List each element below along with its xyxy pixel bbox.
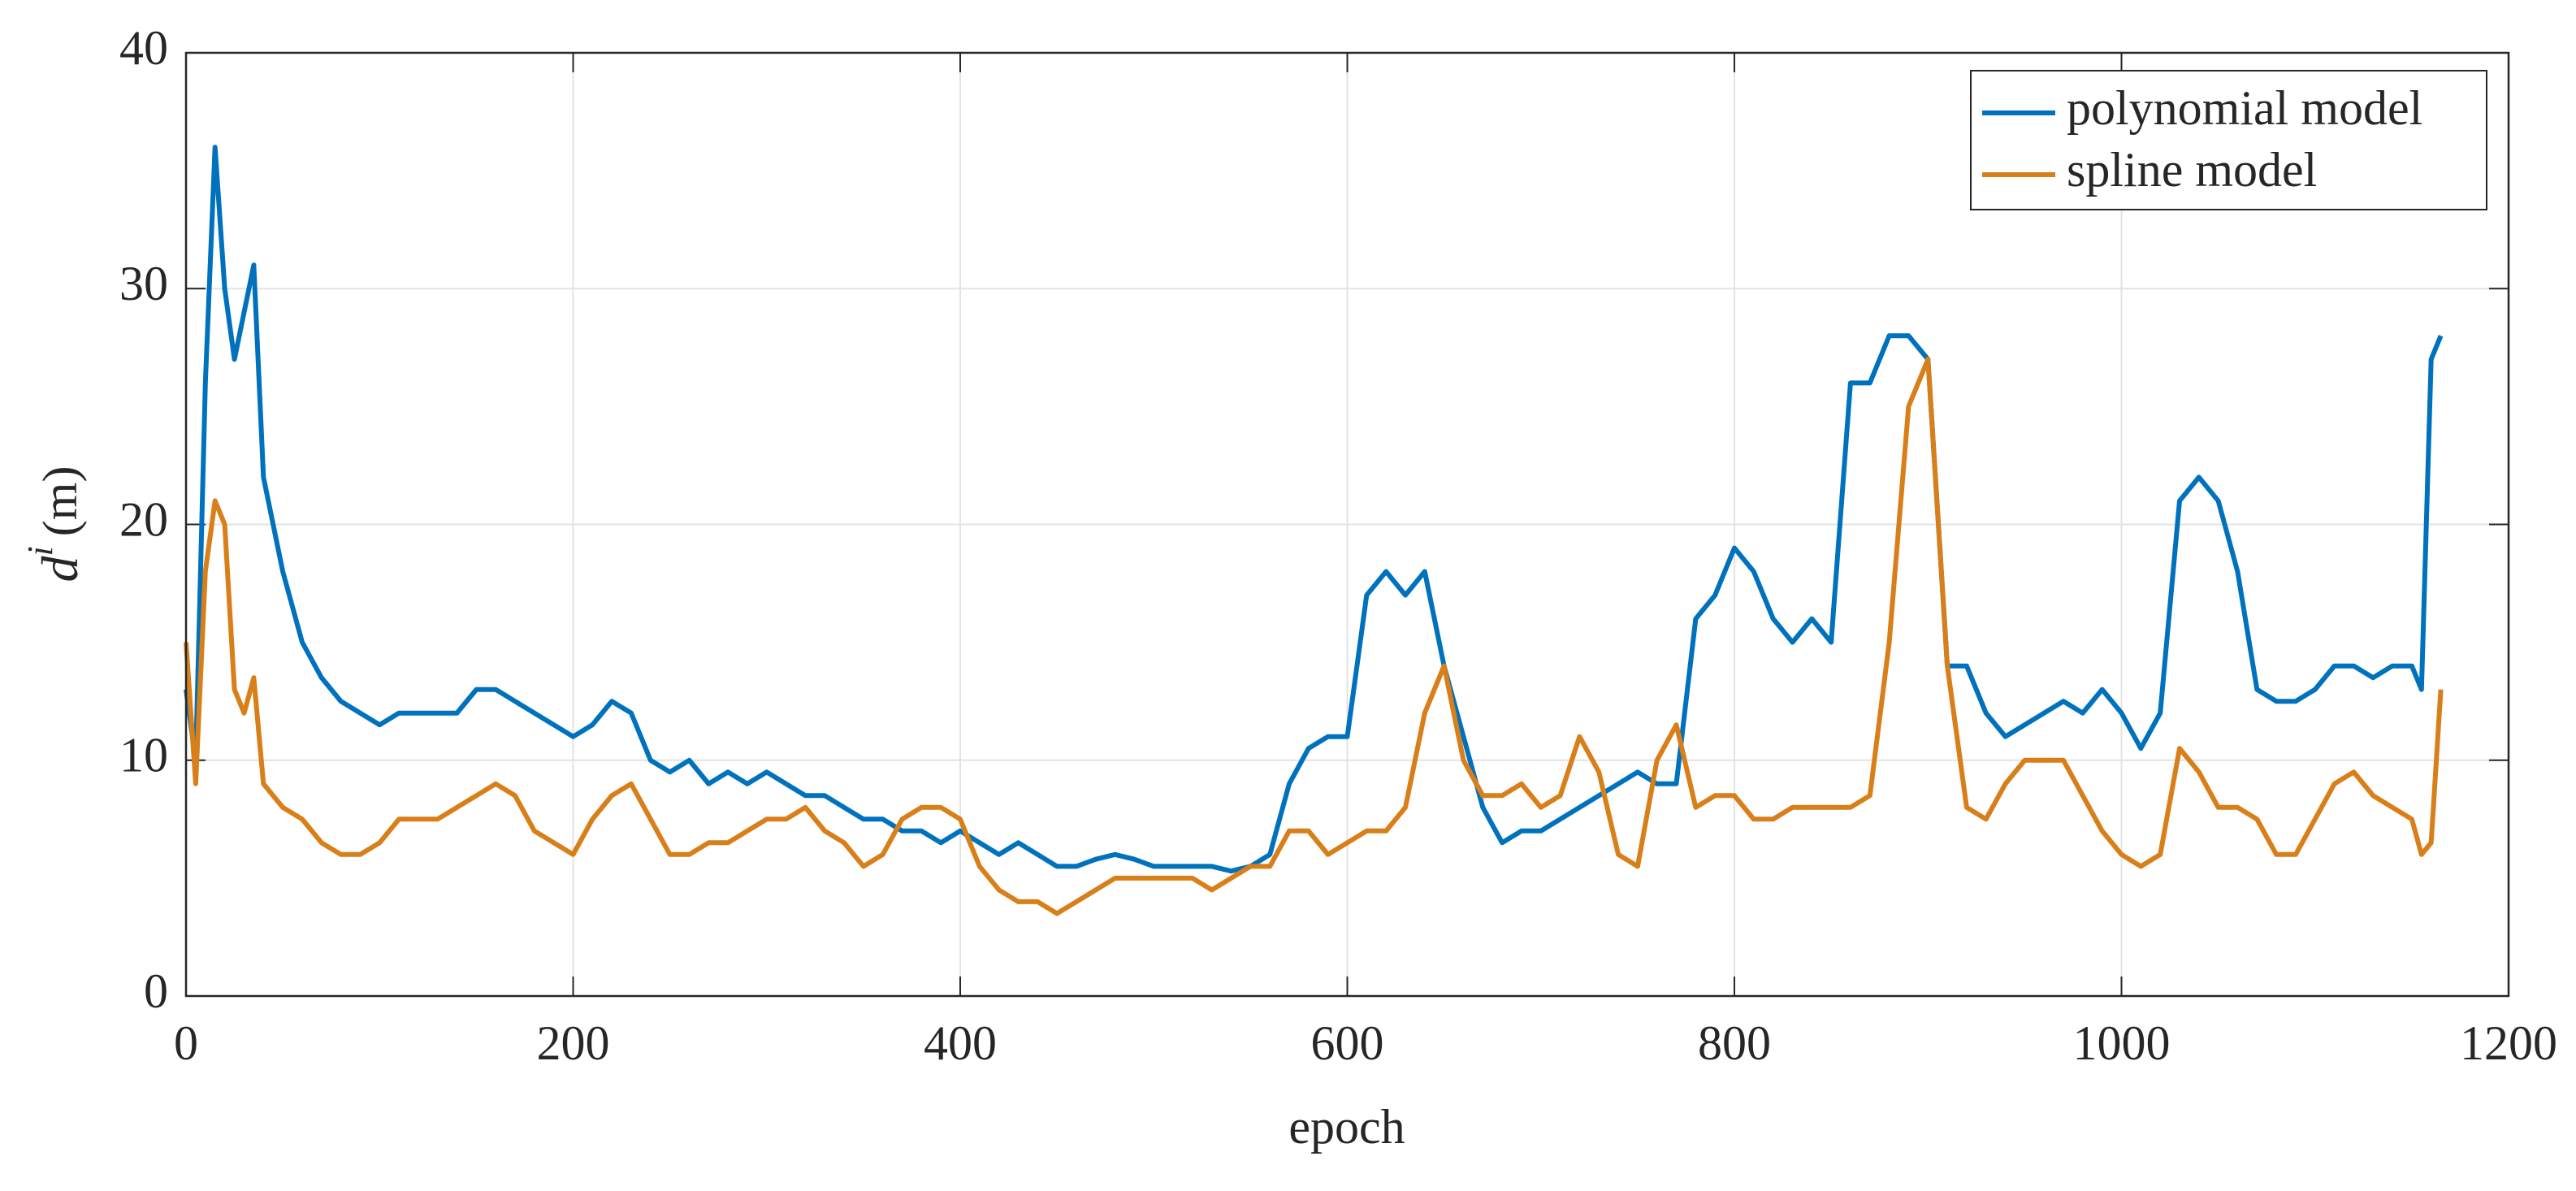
x-tick-label: 0: [174, 1016, 198, 1070]
x-tick-label: 800: [1698, 1016, 1771, 1070]
x-tick-label: 1000: [2073, 1016, 2171, 1070]
y-tick-label: 20: [119, 492, 168, 546]
data-line: [184, 357, 2444, 916]
y-tick-label: 0: [144, 964, 168, 1018]
y-axis-label: di (m): [20, 466, 89, 583]
legend-box: [1970, 70, 2487, 210]
y-tick-label: 40: [119, 21, 168, 75]
x-tick-label: 200: [537, 1016, 610, 1070]
x-tick-label: 400: [924, 1016, 997, 1070]
legend-label: spline model: [2067, 143, 2317, 197]
data-line: [184, 145, 2444, 874]
y-tick-label: 30: [119, 257, 168, 310]
legend-label: polynomial model: [2067, 81, 2422, 135]
axes-box: [184, 51, 2510, 998]
y-label-superscript: i: [20, 546, 60, 556]
y-label-base: d: [31, 555, 89, 582]
x-axis-label: epoch: [1288, 1100, 1405, 1154]
x-tick-label: 1200: [2460, 1016, 2557, 1070]
y-tick-label: 10: [119, 729, 168, 782]
y-label-unit: (m): [33, 466, 87, 537]
x-tick-label: 600: [1311, 1016, 1384, 1070]
